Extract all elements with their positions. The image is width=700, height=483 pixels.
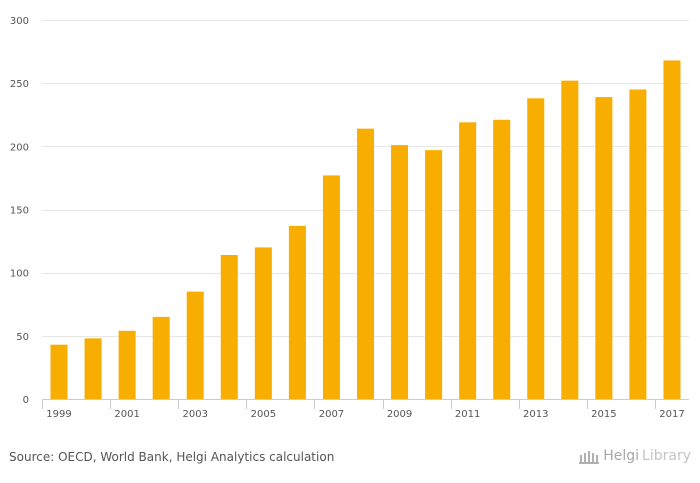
x-tick-label: 2017 [659,409,684,420]
bar [254,247,272,399]
bar [391,145,409,399]
x-tick-label: 2007 [319,409,344,420]
bar [356,128,375,399]
bar [493,119,511,399]
bar [186,291,204,399]
x-tick-label: 2001 [114,409,139,420]
bar [663,60,681,399]
bar [425,150,443,399]
bar [50,344,68,399]
bar [152,316,170,399]
x-tick-label: 2009 [387,409,412,420]
source-note: Source: OECD, World Bank, Helgi Analytic… [9,450,335,464]
bar [527,98,545,400]
library-building-icon [579,451,600,464]
y-tick-label: 200 [10,142,29,153]
bar [288,225,306,399]
y-tick-label: 250 [10,79,29,90]
bar [322,175,340,399]
helgi-library-logo: Helgi Library [578,448,691,464]
bar [118,330,136,399]
y-tick-label: 0 [23,395,29,406]
x-tick-label: 2013 [523,409,548,420]
bar [595,97,613,400]
y-tick-label: 100 [10,269,29,280]
bar [561,80,579,399]
bar [629,89,647,399]
x-tick-label: 2005 [251,409,276,420]
x-tick-label: 2015 [591,409,616,420]
bar [459,122,477,399]
logo-suffix: Library [642,448,691,464]
bar [84,338,102,399]
y-tick-label: 150 [10,206,29,217]
x-tick-label: 2003 [183,409,208,420]
x-tick-label: 1999 [46,409,71,420]
logo-brand: Helgi [603,448,640,464]
bar [220,254,238,399]
x-tick-label: 2011 [455,409,480,420]
y-tick-label: 50 [16,332,29,343]
bar-chart: 0 50 100 150 200 250 300 1999 2001 2003 2005 2007 20… [10,16,689,420]
y-tick-label: 300 [10,16,29,27]
